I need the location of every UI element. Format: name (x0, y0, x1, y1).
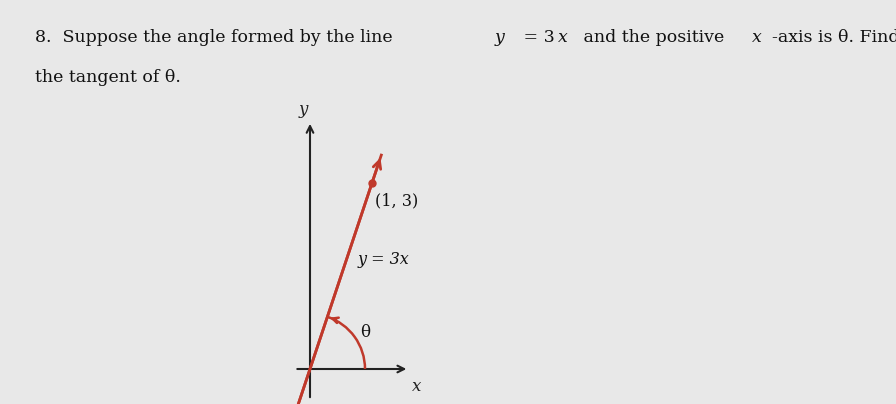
Text: θ: θ (360, 324, 370, 341)
Text: = 3: = 3 (518, 29, 555, 46)
Text: x: x (752, 29, 762, 46)
Text: y: y (299, 101, 308, 118)
Text: y: y (495, 29, 504, 46)
Text: -axis is θ. Find: -axis is θ. Find (772, 29, 896, 46)
Text: and the positive: and the positive (578, 29, 729, 46)
Text: the tangent of θ.: the tangent of θ. (35, 69, 181, 86)
Text: 8.  Suppose the angle formed by the line: 8. Suppose the angle formed by the line (35, 29, 398, 46)
Text: x: x (558, 29, 568, 46)
Text: x: x (412, 378, 422, 395)
Text: y = 3x: y = 3x (358, 250, 409, 267)
Text: (1, 3): (1, 3) (375, 192, 418, 209)
